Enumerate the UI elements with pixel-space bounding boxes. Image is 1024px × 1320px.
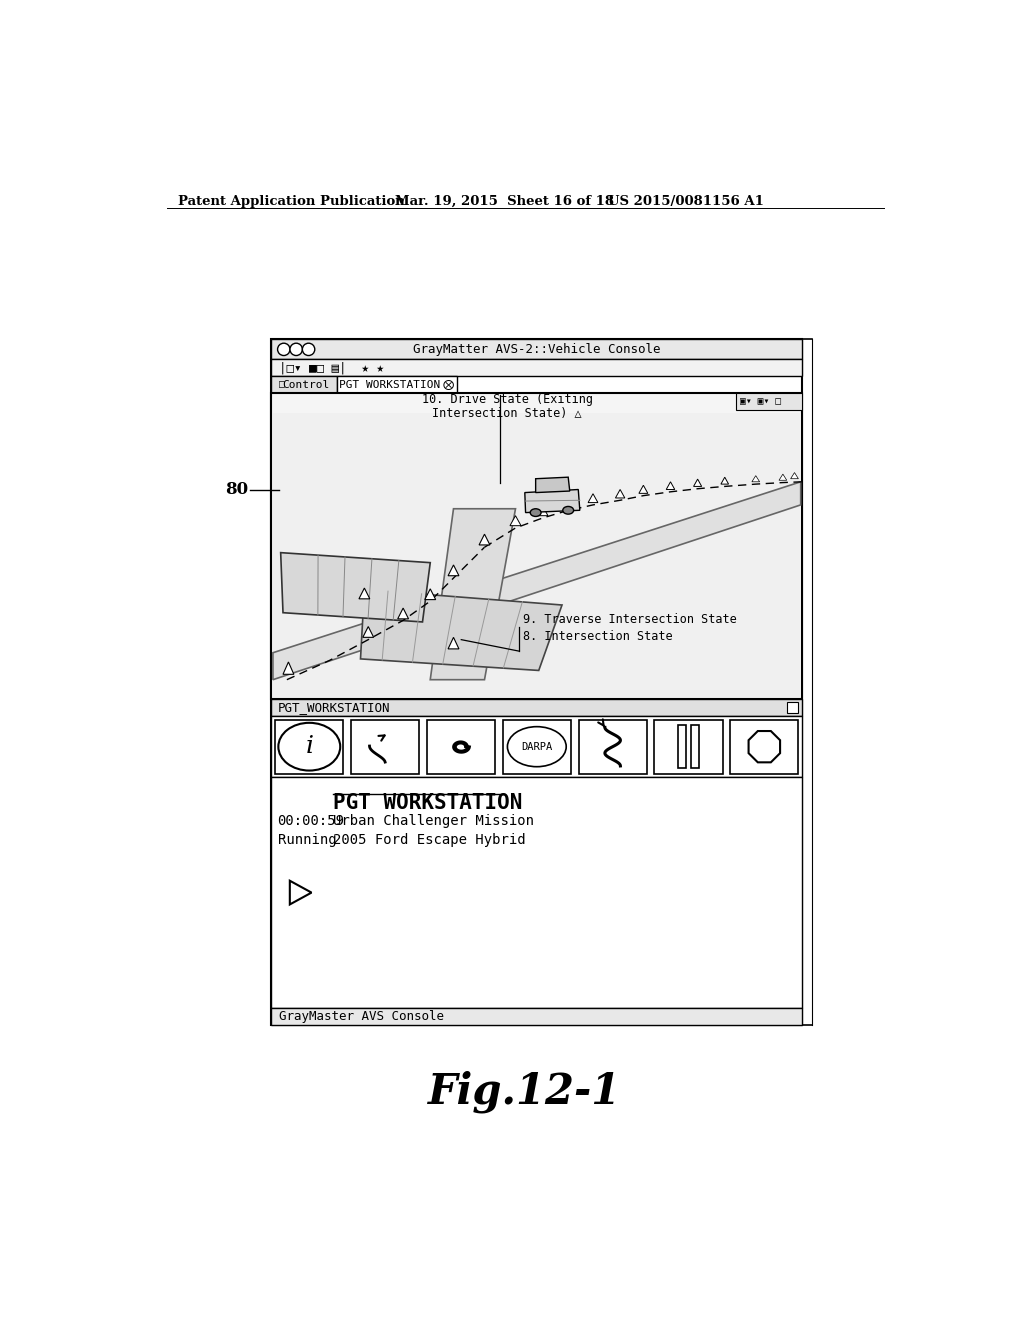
Polygon shape [536, 478, 569, 492]
Text: ⨂: ⨂ [442, 380, 454, 389]
Polygon shape [721, 478, 729, 484]
Polygon shape [397, 609, 409, 619]
Text: 9. Traverse Intersection State: 9. Traverse Intersection State [523, 612, 737, 626]
Polygon shape [791, 473, 799, 479]
Text: |□▾ ■□ ▤|  ★ ★: |□▾ ■□ ▤| ★ ★ [280, 362, 384, 375]
Text: i: i [305, 735, 313, 758]
Polygon shape [359, 589, 370, 599]
Text: 00:00:59: 00:00:59 [278, 814, 344, 829]
Bar [271, 715, 802, 777]
Text: Fig.12-1: Fig.12-1 [428, 1071, 622, 1113]
Polygon shape [667, 482, 675, 490]
Text: GrayMaster AVS Console: GrayMaster AVS Console [280, 1010, 444, 1023]
Bar [679, 725, 686, 768]
Polygon shape [360, 590, 562, 671]
Polygon shape [449, 565, 459, 576]
Bar [427, 719, 495, 774]
Polygon shape [749, 731, 780, 763]
Polygon shape [425, 589, 435, 599]
Text: PGT_WORKSTATION: PGT_WORKSTATION [278, 701, 390, 714]
Bar [271, 700, 802, 715]
Polygon shape [449, 638, 459, 649]
Circle shape [278, 343, 290, 355]
Text: ▣▾ ▣▾ □: ▣▾ ▣▾ □ [740, 397, 781, 407]
Bar [275, 719, 343, 774]
Bar [271, 359, 802, 376]
Text: Patent Application Publication: Patent Application Publication [178, 194, 406, 207]
Text: 10. Drive State (Exiting: 10. Drive State (Exiting [423, 393, 594, 407]
Polygon shape [273, 412, 801, 697]
Text: US 2015/0081156 A1: US 2015/0081156 A1 [608, 194, 764, 207]
Text: GrayMatter AVS-2::Vehicle Console: GrayMatter AVS-2::Vehicle Console [413, 343, 660, 356]
Text: PGT WORKSTATION: PGT WORKSTATION [339, 380, 440, 389]
Bar [351, 719, 419, 774]
Text: PGT WORKSTATION: PGT WORKSTATION [334, 793, 522, 813]
Bar [271, 777, 802, 1007]
Text: Control: Control [283, 380, 330, 389]
Bar [271, 339, 802, 1024]
Polygon shape [479, 535, 489, 545]
Ellipse shape [530, 508, 541, 516]
Ellipse shape [563, 507, 573, 515]
Bar [736, 393, 802, 411]
Polygon shape [362, 627, 374, 638]
Bar [503, 719, 570, 774]
Bar [654, 719, 723, 774]
Polygon shape [524, 490, 580, 512]
Text: DARPA: DARPA [521, 742, 552, 751]
Polygon shape [538, 506, 548, 516]
Text: Urban Challenger Mission: Urban Challenger Mission [334, 814, 535, 829]
Polygon shape [639, 486, 648, 494]
Polygon shape [273, 482, 801, 680]
Polygon shape [430, 508, 515, 680]
Polygon shape [283, 663, 294, 675]
Polygon shape [693, 479, 701, 487]
Bar [337, 376, 458, 393]
Bar [691, 725, 698, 768]
Polygon shape [779, 474, 786, 480]
Text: Running: Running [278, 833, 336, 847]
Text: 8. Intersection State: 8. Intersection State [523, 630, 673, 643]
Bar [579, 719, 647, 774]
Polygon shape [561, 499, 571, 508]
Text: Intersection State) △: Intersection State) △ [432, 407, 582, 420]
Bar [730, 719, 799, 774]
Polygon shape [510, 516, 521, 525]
Text: □: □ [280, 380, 285, 389]
Polygon shape [615, 490, 625, 498]
Polygon shape [752, 475, 760, 482]
Circle shape [302, 343, 314, 355]
Bar [271, 1007, 802, 1024]
Bar [271, 376, 337, 393]
Polygon shape [281, 553, 430, 622]
Bar [271, 339, 802, 359]
Circle shape [290, 343, 302, 355]
Text: 80: 80 [225, 480, 248, 498]
Text: 2005 Ford Escape Hybrid: 2005 Ford Escape Hybrid [334, 833, 526, 847]
Ellipse shape [508, 726, 566, 767]
Bar [786, 702, 798, 713]
Ellipse shape [279, 723, 340, 771]
Text: Mar. 19, 2015  Sheet 16 of 18: Mar. 19, 2015 Sheet 16 of 18 [395, 194, 614, 207]
Bar [271, 393, 802, 700]
Polygon shape [588, 494, 598, 503]
Polygon shape [290, 880, 311, 904]
